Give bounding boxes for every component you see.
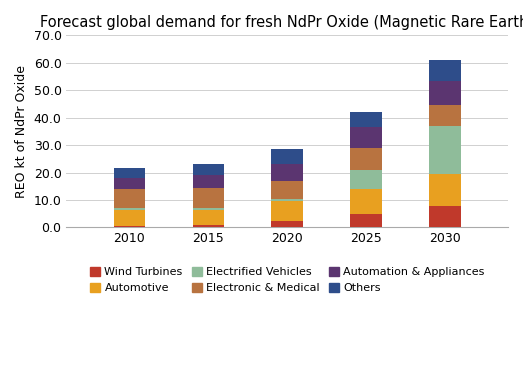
Bar (271, 199, 303, 202)
Bar (429, 174, 461, 206)
Bar (350, 170, 382, 189)
Bar (429, 60, 461, 80)
Bar (350, 148, 382, 170)
Bar (271, 221, 303, 227)
Bar (192, 210, 224, 225)
Y-axis label: REO kt of NdPr Oxide: REO kt of NdPr Oxide (15, 65, 28, 198)
Bar (429, 206, 461, 227)
Legend: Wind Turbines, Automotive, Electrified Vehicles, Electronic & Medical, Automatio: Wind Turbines, Automotive, Electrified V… (87, 264, 488, 297)
Bar (350, 189, 382, 214)
Bar (192, 164, 224, 175)
Bar (350, 127, 382, 148)
Bar (113, 226, 145, 227)
Bar (429, 105, 461, 126)
Bar (429, 126, 461, 174)
Bar (192, 225, 224, 227)
Bar (271, 181, 303, 199)
Bar (113, 208, 145, 210)
Bar (192, 188, 224, 208)
Bar (192, 175, 224, 188)
Bar (113, 168, 145, 178)
Bar (271, 164, 303, 181)
Bar (429, 80, 461, 105)
Bar (113, 178, 145, 189)
Bar (271, 202, 303, 221)
Bar (350, 112, 382, 127)
Bar (192, 208, 224, 210)
Title: Forecast global demand for fresh NdPr Oxide (Magnetic Rare Earth): Forecast global demand for fresh NdPr Ox… (40, 15, 523, 30)
Bar (113, 210, 145, 226)
Bar (350, 214, 382, 227)
Bar (271, 149, 303, 164)
Bar (113, 189, 145, 208)
